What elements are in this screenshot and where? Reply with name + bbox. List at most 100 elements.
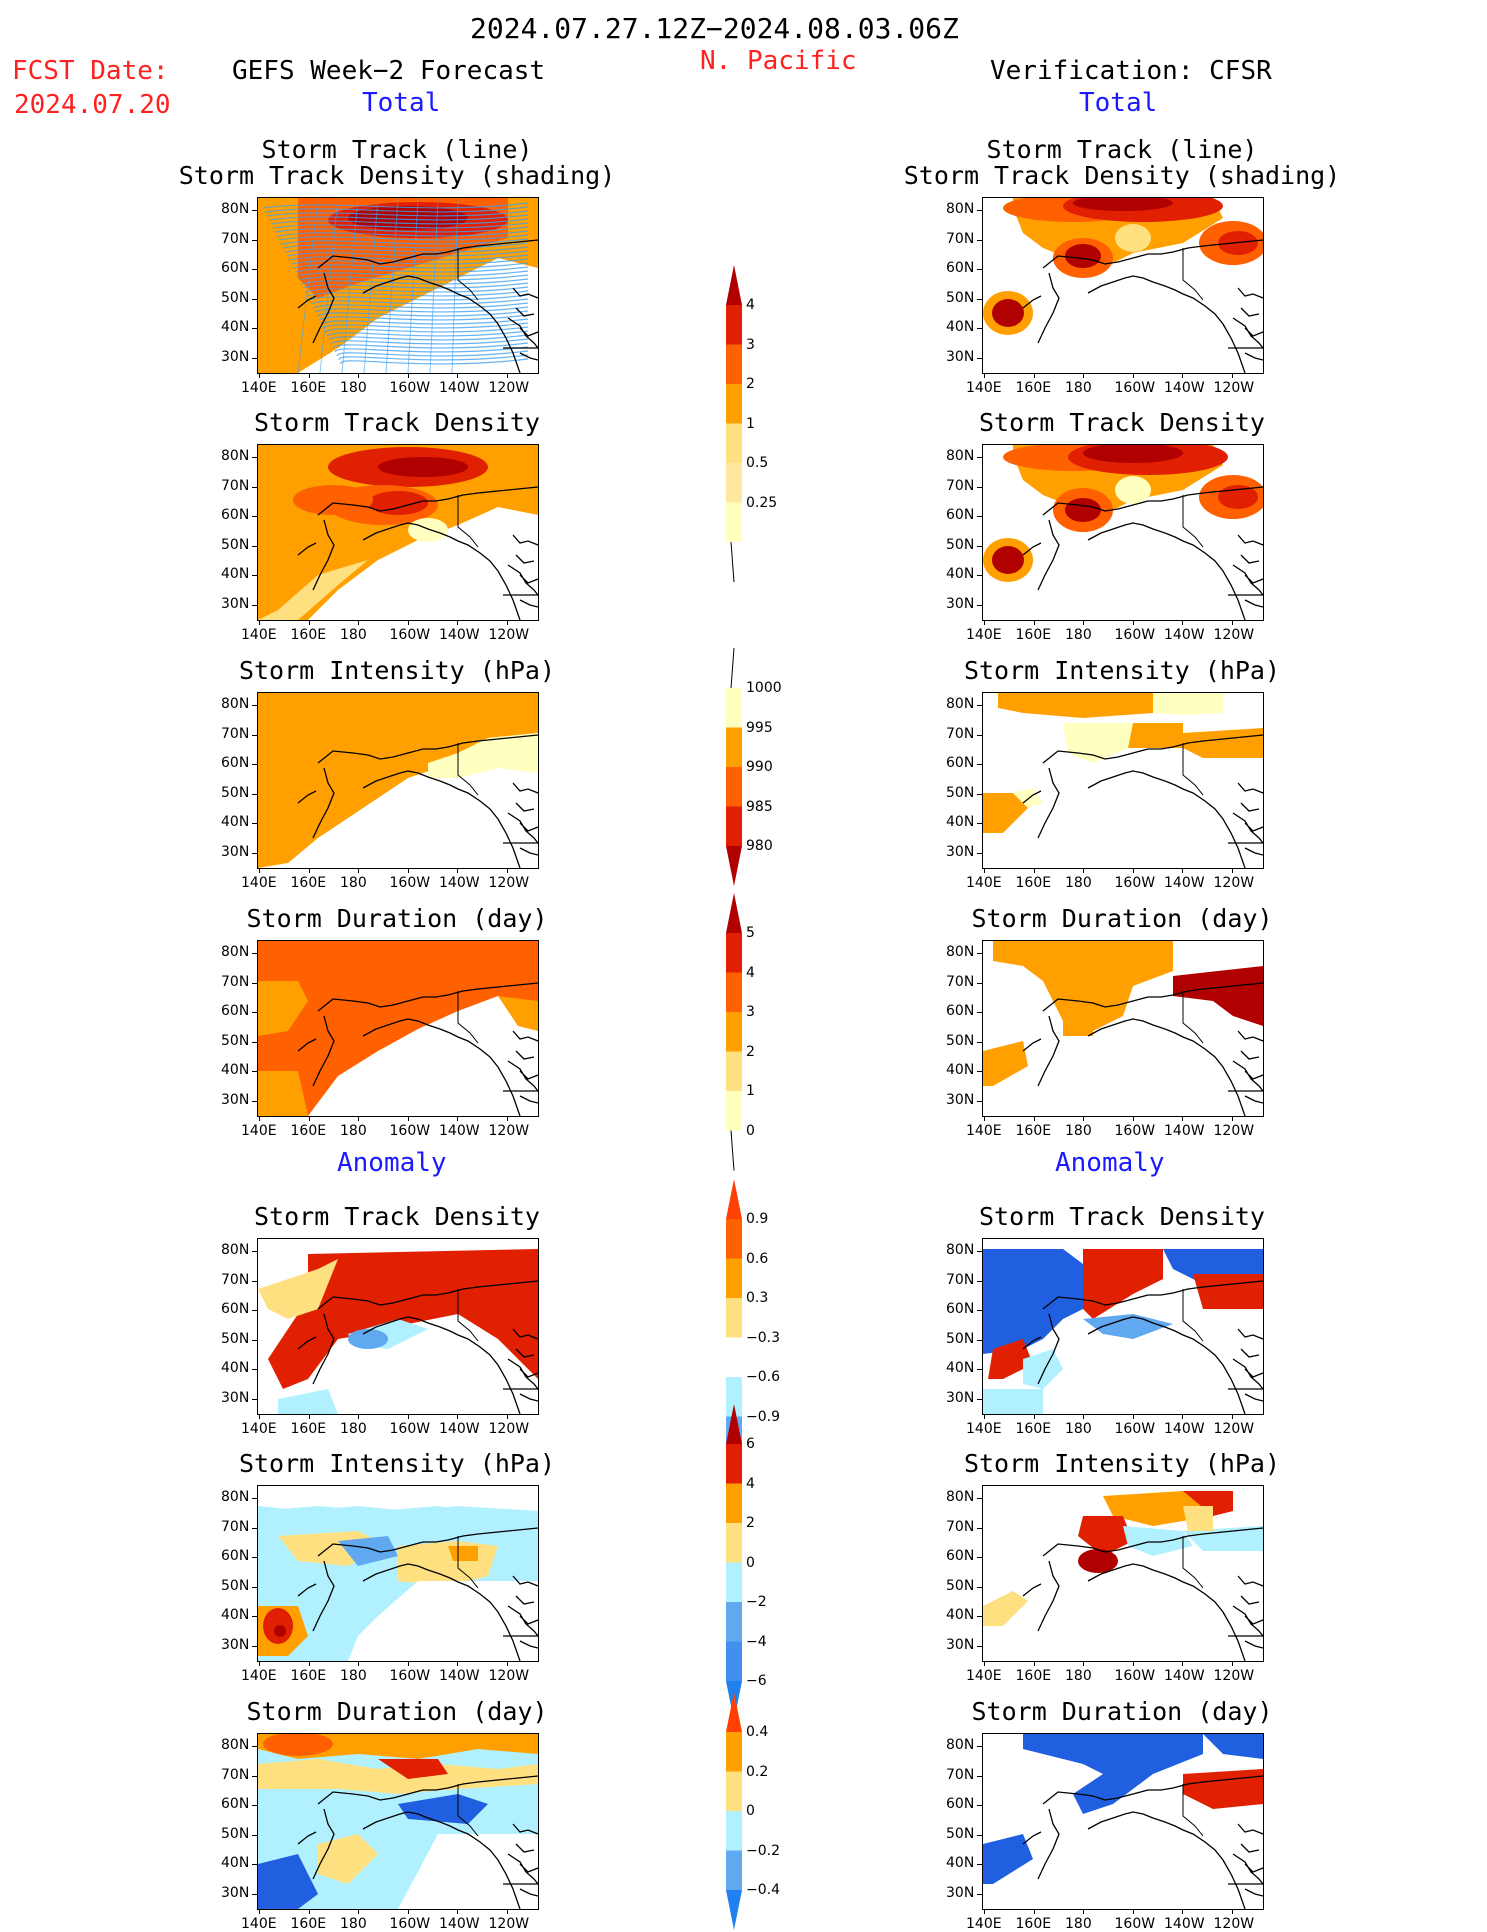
lat-tick-label: 70N — [946, 725, 975, 742]
left-panel-title-intensity: Storm Intensity (hPa) — [238, 1449, 556, 1478]
lat-tick-mark — [252, 1369, 257, 1370]
lon-tick-label: 140W — [439, 875, 480, 891]
lat-tick-label: 70N — [221, 230, 250, 247]
lat-tick-mark — [977, 852, 982, 854]
lon-tick-mark — [457, 620, 458, 625]
lon-tick-mark — [407, 620, 409, 625]
lat-tick-mark — [977, 357, 982, 359]
left-panel-title-track: Storm Track (line) — [261, 135, 533, 164]
lon-tick-mark — [506, 1661, 508, 1666]
lat-tick-label: 80N — [946, 1489, 975, 1505]
lat-tick-mark — [252, 604, 257, 606]
map-svg — [983, 1239, 1263, 1414]
lat-tick-mark — [977, 705, 982, 706]
lon-tick-label: 140W — [1164, 1421, 1205, 1437]
lon-tick-label: 180 — [1065, 875, 1092, 891]
lat-tick-mark — [977, 1339, 982, 1341]
lon-tick-mark — [1132, 620, 1134, 625]
fcst-date-value: 2024.07.20 — [14, 90, 171, 120]
lon-tick-label: 120W — [1213, 875, 1255, 891]
lat-tick-label: 40N — [946, 319, 975, 335]
lon-tick-label: 160W — [1114, 1123, 1156, 1139]
left-map-panel-faint — [257, 1485, 539, 1662]
lat-tick-mark — [252, 545, 257, 547]
lon-tick-mark — [407, 1909, 409, 1914]
intensity-anom-colorbar-label: 6 — [746, 1436, 755, 1452]
lon-tick-mark — [358, 620, 359, 625]
lon-tick-mark — [1182, 1116, 1183, 1121]
lat-tick-mark — [252, 1586, 257, 1588]
lat-tick-mark — [977, 1041, 982, 1043]
lat-tick-mark — [252, 210, 257, 211]
lat-tick-mark — [252, 1041, 257, 1043]
lat-tick-label: 30N — [221, 1636, 250, 1653]
lon-tick-label: 160W — [389, 1421, 431, 1437]
lon-tick-mark — [1231, 1116, 1233, 1121]
lat-tick-label: 50N — [221, 1032, 250, 1049]
lon-tick-mark — [1182, 1909, 1183, 1914]
lon-tick-mark — [259, 373, 260, 378]
duration-total-colorbar-label: 1 — [746, 1083, 755, 1099]
lat-tick-mark — [252, 1339, 257, 1341]
lon-tick-label: 140W — [1164, 875, 1205, 891]
lat-tick-mark — [252, 793, 257, 795]
lat-tick-mark — [252, 1893, 257, 1895]
lon-tick-label: 160E — [290, 1123, 327, 1139]
lat-tick-mark — [252, 516, 257, 517]
lon-tick-label: 160E — [290, 1668, 327, 1684]
lat-tick-label: 60N — [221, 1301, 250, 1317]
lon-tick-label: 160W — [1114, 1668, 1156, 1684]
left-panel-title-duration: Storm Duration (day) — [246, 904, 548, 933]
lon-tick-mark — [308, 373, 310, 378]
lon-tick-label: 160E — [1015, 1668, 1052, 1684]
lon-tick-label: 120W — [488, 380, 530, 396]
left-total-label: Total — [362, 88, 441, 118]
density-total-colorbar-label: 2 — [746, 376, 755, 392]
lat-tick-mark — [977, 1834, 982, 1836]
intensity-total-colorbar — [726, 648, 742, 886]
lat-tick-label: 60N — [221, 507, 250, 523]
lat-tick-label: 70N — [946, 477, 975, 494]
lat-tick-mark — [977, 604, 982, 606]
lat-tick-mark — [977, 734, 982, 736]
lon-tick-label: 140W — [1164, 1916, 1205, 1932]
lat-tick-label: 40N — [221, 1360, 250, 1376]
lon-tick-mark — [1033, 868, 1035, 873]
lat-tick-mark — [977, 516, 982, 517]
lat-tick-mark — [977, 1071, 982, 1072]
lon-tick-label: 120W — [1213, 1421, 1255, 1437]
duration-total-colorbar-label: 5 — [746, 925, 755, 941]
density-anom-colorbar-label: −0.6 — [746, 1369, 780, 1385]
lon-tick-label: 140E — [966, 627, 1002, 643]
lat-tick-label: 50N — [221, 784, 250, 801]
lat-tick-label: 60N — [221, 1548, 250, 1564]
lon-tick-label: 160W — [389, 380, 431, 396]
density-anom-colorbar-label: 0.6 — [746, 1250, 769, 1267]
lon-tick-mark — [1182, 620, 1183, 625]
lon-tick-label: 120W — [1213, 1668, 1255, 1684]
density-total-colorbar-label: 0.25 — [746, 494, 778, 511]
lon-tick-label: 180 — [1065, 1916, 1092, 1932]
lat-tick-mark — [977, 764, 982, 765]
lat-tick-mark — [252, 1834, 257, 1836]
lat-tick-label: 40N — [221, 1062, 250, 1078]
duration-total-colorbar-label: 0 — [746, 1122, 755, 1139]
lat-tick-mark — [977, 953, 982, 954]
lat-tick-label: 60N — [221, 755, 250, 771]
lat-tick-mark — [977, 793, 982, 795]
lon-tick-label: 120W — [488, 1123, 530, 1139]
lon-tick-mark — [1231, 1414, 1233, 1419]
lat-tick-label: 80N — [221, 1737, 250, 1753]
lat-tick-label: 50N — [946, 1032, 975, 1049]
lat-tick-mark — [252, 328, 257, 329]
lat-tick-label: 60N — [946, 1796, 975, 1812]
lat-tick-mark — [252, 239, 257, 241]
lon-tick-label: 120W — [1213, 380, 1255, 396]
lat-tick-label: 50N — [946, 1825, 975, 1842]
right-panel-title-track: Storm Track (line) — [986, 135, 1258, 164]
lon-tick-mark — [506, 1909, 508, 1914]
lon-tick-label: 180 — [340, 1916, 367, 1932]
density-anom-colorbar-label: 0.9 — [746, 1211, 769, 1227]
lon-tick-label: 140E — [241, 1916, 277, 1932]
lat-tick-label: 30N — [946, 1884, 975, 1901]
